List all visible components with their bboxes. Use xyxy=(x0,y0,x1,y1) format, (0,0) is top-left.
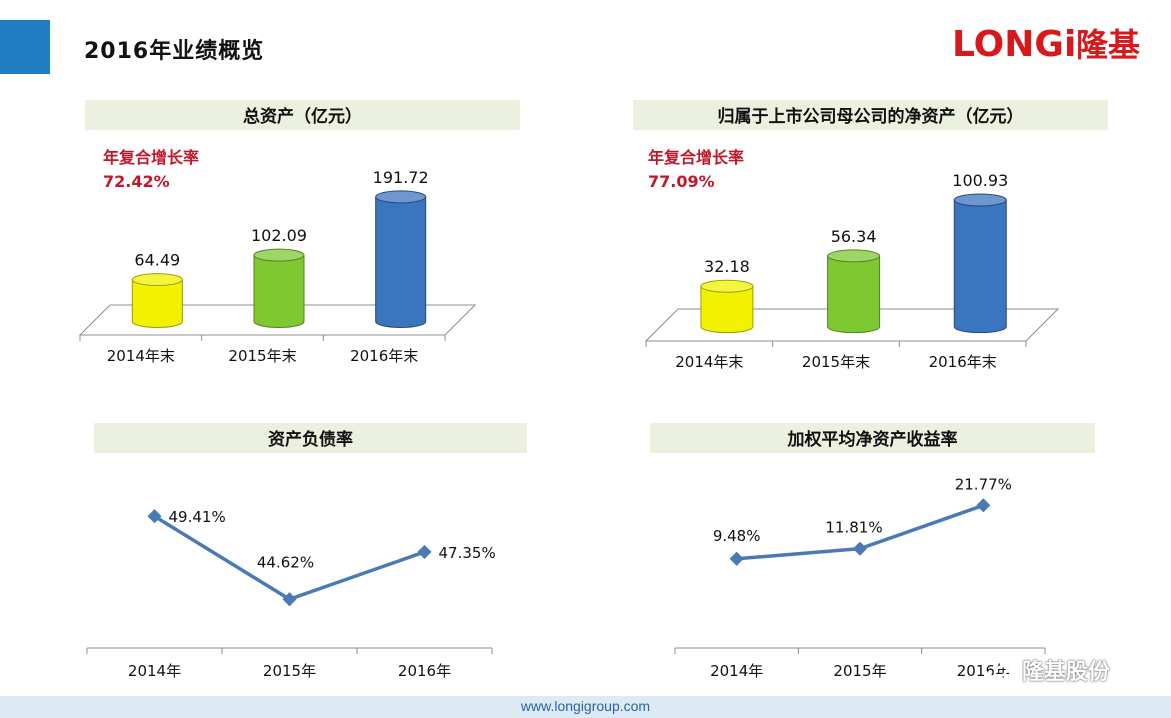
x-tick-label: 2015年 xyxy=(833,662,886,680)
cagr-label: 年复合增长率 xyxy=(103,148,199,167)
bar-body xyxy=(953,199,1007,334)
logo-latin: LONGi xyxy=(952,24,1076,65)
data-point xyxy=(729,551,744,566)
bar-2014年末 xyxy=(700,279,754,334)
x-tick-label: 2014年末 xyxy=(675,353,743,371)
panel-title: 加权平均净资产收益率 xyxy=(787,429,958,450)
x-tick-label: 2015年 xyxy=(263,662,316,680)
footer-bar: www.longigroup.com xyxy=(0,696,1171,718)
data-value-label: 47.35% xyxy=(439,544,496,562)
data-point xyxy=(976,498,991,513)
page-title: 2016年业绩概览 xyxy=(84,39,265,64)
cagr-value: 72.42% xyxy=(103,172,170,191)
bar-cap xyxy=(827,249,881,263)
bar-2015年末 xyxy=(253,248,305,328)
bar-cap xyxy=(253,248,305,262)
longi-logo: LONGi 隆基 xyxy=(952,24,1140,65)
panel-title-bg xyxy=(650,423,1095,453)
bar-value-label: 191.72 xyxy=(373,168,429,187)
debt-ratio-chart: 资产负债率 49.41% 2014年 44.62% 2015年 47.35% 2016年 xyxy=(86,423,527,680)
bar-body xyxy=(375,196,427,328)
bar-body xyxy=(253,254,305,328)
x-tick-label: 2016年末 xyxy=(929,353,997,371)
title-accent-block xyxy=(0,20,50,74)
panel-title-bg xyxy=(633,100,1108,130)
watermark-text: 隆基股份 xyxy=(1022,660,1111,685)
wechat-icon xyxy=(984,657,1014,682)
cagr-label: 年复合增长率 xyxy=(648,148,744,167)
data-value-label: 9.48% xyxy=(713,527,761,545)
cagr-value: 77.09% xyxy=(648,172,715,191)
total-assets-chart: 总资产（亿元） 年复合增长率 72.42% 64.49 2014年末 102.09 2015… xyxy=(78,100,520,365)
logo-chinese: 隆基 xyxy=(1076,26,1140,64)
panel-title-bg xyxy=(94,423,527,453)
bar-body xyxy=(700,285,754,334)
data-value-label: 44.62% xyxy=(257,553,314,571)
bar-cap xyxy=(953,193,1007,207)
x-tick-label: 2014年 xyxy=(710,662,763,680)
bar-cap xyxy=(131,273,183,287)
data-value-label: 49.41% xyxy=(169,508,226,526)
roe-chart: 加权平均净资产收益率9.48%2014年11.81%2015年21.77%201… xyxy=(650,423,1095,680)
bar-cap xyxy=(375,190,427,204)
net-assets-chart: 归属于上市公司母公司的净资产（亿元） 年复合增长率 77.09% 32.18 2014年… xyxy=(633,100,1108,371)
x-tick-label: 2015年末 xyxy=(228,347,296,365)
bar-body xyxy=(827,255,881,334)
bar-value-label: 64.49 xyxy=(134,251,180,270)
bar-2016年末 xyxy=(953,193,1007,334)
data-value-label: 11.81% xyxy=(825,519,882,537)
x-tick-label: 2014年末 xyxy=(107,347,175,365)
bar-2014年末 xyxy=(131,273,183,328)
footer-url: www.longigroup.com xyxy=(520,698,651,714)
bar-value-label: 32.18 xyxy=(704,257,750,276)
bar-2015年末 xyxy=(827,249,881,334)
bar-2016年末 xyxy=(375,190,427,328)
wechat-watermark: 隆基股份 xyxy=(984,650,1110,690)
panel-title: 归属于上市公司母公司的净资产（亿元） xyxy=(718,106,1024,127)
data-point xyxy=(282,592,297,607)
data-point xyxy=(852,541,868,556)
bar-cap xyxy=(700,279,754,293)
x-tick-label: 2015年末 xyxy=(802,353,870,371)
x-tick-label: 2016年末 xyxy=(350,347,418,365)
x-tick-label: 2016年 xyxy=(398,662,451,680)
panel-title: 总资产（亿元） xyxy=(243,106,362,127)
panel-title: 资产负债率 xyxy=(268,429,353,450)
panel-title-bg xyxy=(85,100,520,130)
x-tick-label: 2014年 xyxy=(128,662,181,680)
data-value-label: 21.77% xyxy=(955,475,1012,493)
bar-value-label: 102.09 xyxy=(251,226,307,245)
bar-value-label: 100.93 xyxy=(952,171,1008,190)
data-point xyxy=(417,544,432,560)
bar-body xyxy=(131,279,183,328)
bar-value-label: 56.34 xyxy=(831,227,877,246)
